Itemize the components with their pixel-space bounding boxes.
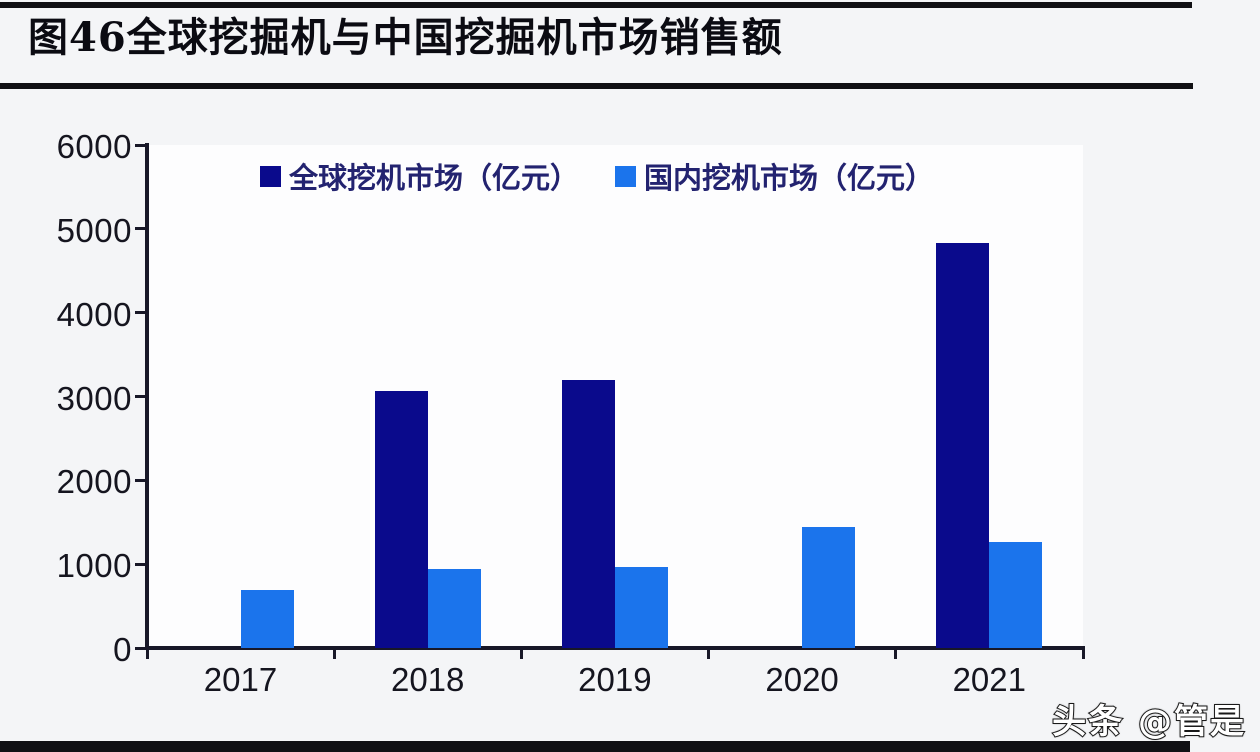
- y-axis-tick: [135, 562, 145, 566]
- bar-domestic-2019: [615, 566, 668, 648]
- legend-item-global: 全球挖机市场（亿元）: [260, 155, 579, 197]
- watermark: 头条 @管是: [1051, 701, 1246, 743]
- legend-swatch-domestic: [615, 165, 637, 187]
- x-axis-tick: [332, 650, 336, 659]
- bottom-border-bar: [0, 741, 1190, 752]
- y-axis-tick: [135, 646, 145, 650]
- y-axis-label: 5000: [56, 211, 132, 249]
- y-axis-tick: [135, 311, 145, 315]
- y-axis-label: 1000: [56, 547, 132, 585]
- bar-domestic-2017: [240, 590, 294, 648]
- bar-domestic-2021: [989, 542, 1043, 648]
- x-axis-label: 2018: [390, 661, 465, 698]
- y-axis-tick: [135, 478, 145, 482]
- legend-item-domestic: 国内挖机市场（亿元）: [615, 155, 934, 197]
- y-axis-line: [145, 143, 149, 650]
- top-border-bar: [0, 2, 1192, 8]
- legend-swatch-global: [260, 165, 281, 187]
- bar-global-2021: [936, 243, 990, 648]
- y-axis-tick: [135, 227, 145, 231]
- x-axis-tick: [145, 650, 149, 659]
- x-axis-line: [145, 646, 1085, 650]
- bar-domestic-2018: [427, 569, 481, 648]
- y-axis-label: 0: [113, 631, 132, 668]
- plot-area: [147, 145, 1083, 648]
- legend-label-global: 全球挖机市场（亿元）: [289, 161, 580, 195]
- y-axis-tick: [135, 143, 145, 147]
- title-underline-bar: [0, 83, 1193, 89]
- figure-title: 图46全球挖掘机与中国挖掘机市场销售额: [28, 14, 783, 61]
- legend-label-domestic: 国内挖机市场（亿元）: [644, 161, 935, 195]
- bar-global-2019: [562, 379, 615, 648]
- y-axis-label: 4000: [56, 295, 132, 333]
- x-axis-label: 2020: [765, 661, 839, 698]
- bar-global-2018: [374, 390, 428, 648]
- x-axis-label: 2019: [578, 661, 652, 698]
- x-axis-tick: [894, 650, 898, 659]
- bar-domestic-2020: [802, 527, 856, 648]
- x-axis-tick: [707, 650, 711, 659]
- y-axis-label: 3000: [56, 379, 132, 417]
- y-axis-label: 2000: [56, 463, 132, 501]
- x-axis-label: 2021: [952, 661, 1026, 698]
- x-axis-tick: [519, 650, 523, 659]
- x-axis-tick: [1081, 650, 1085, 659]
- x-axis-label: 2017: [203, 661, 278, 698]
- y-axis-label: 6000: [56, 128, 132, 165]
- y-axis-tick: [135, 395, 145, 398]
- chart-legend: 全球挖机市场（亿元） 国内挖机市场（亿元）: [260, 155, 934, 197]
